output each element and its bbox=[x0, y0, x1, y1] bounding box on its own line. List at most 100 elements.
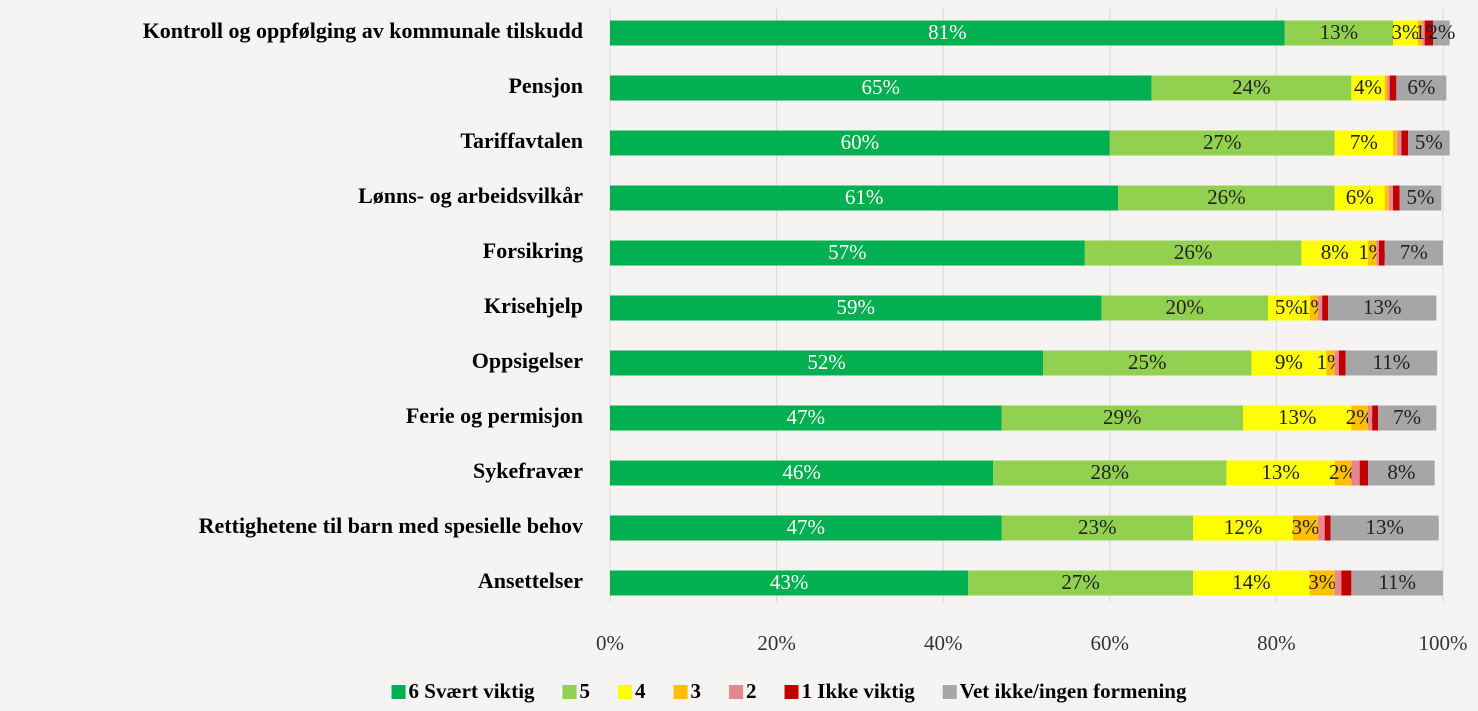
legend-label: 4 bbox=[635, 679, 646, 703]
bar-segment bbox=[1351, 75, 1385, 101]
value-label: 27% bbox=[1061, 570, 1100, 594]
bar-segment bbox=[1118, 185, 1335, 211]
bar-segment bbox=[1368, 460, 1435, 486]
bar-segment bbox=[610, 295, 1102, 321]
bar-segment bbox=[1368, 240, 1377, 266]
value-label: 4% bbox=[1354, 75, 1382, 99]
legend-label: 2 bbox=[746, 679, 757, 703]
value-label: 8% bbox=[1387, 460, 1415, 484]
bar-segment bbox=[1351, 570, 1443, 596]
bar-segment bbox=[1408, 130, 1450, 156]
legend-label: 5 bbox=[580, 679, 591, 703]
bar-segment bbox=[1359, 460, 1369, 486]
bar-segment bbox=[1338, 350, 1346, 376]
value-label: 26% bbox=[1207, 185, 1246, 209]
bar-segment bbox=[1334, 130, 1394, 156]
bar-segment bbox=[1043, 350, 1252, 376]
value-label: 59% bbox=[836, 295, 875, 319]
bar-segment bbox=[1326, 350, 1335, 376]
bar-segment bbox=[1324, 515, 1331, 541]
bar-segment bbox=[1334, 460, 1352, 486]
bar-segment bbox=[610, 130, 1110, 156]
bar-segment bbox=[1351, 460, 1360, 486]
bar-segment bbox=[610, 405, 1002, 431]
value-label: 29% bbox=[1103, 405, 1142, 429]
legend-label: Vet ikke/ingen formening bbox=[960, 679, 1187, 703]
legend-label: 6 Svært viktig bbox=[409, 679, 536, 703]
value-label: 28% bbox=[1091, 460, 1130, 484]
value-label: 52% bbox=[807, 350, 846, 374]
x-tick-label: 0% bbox=[596, 631, 624, 655]
bar-segment bbox=[968, 570, 1194, 596]
category-label: Lønns- og arbeidsvilkår bbox=[358, 183, 583, 208]
value-label: 13% bbox=[1320, 20, 1359, 44]
bar-segment bbox=[1251, 350, 1327, 376]
bar-segment bbox=[1084, 240, 1302, 266]
category-label: Ansettelser bbox=[478, 568, 583, 593]
bar-segment bbox=[1334, 185, 1385, 211]
bar-segment bbox=[1328, 295, 1437, 321]
x-tick-label: 40% bbox=[924, 631, 963, 655]
value-label: 57% bbox=[828, 240, 867, 264]
bar-segment bbox=[1387, 75, 1390, 101]
value-label: 13% bbox=[1278, 405, 1317, 429]
legend-swatch bbox=[618, 685, 633, 699]
value-label: 13% bbox=[1365, 515, 1404, 539]
bar-segment bbox=[1376, 240, 1379, 266]
bar-segment bbox=[1368, 405, 1373, 431]
bar-segment bbox=[610, 570, 969, 596]
value-label: 5% bbox=[1407, 185, 1435, 209]
legend-swatch bbox=[784, 685, 799, 699]
category-label: Krisehjelp bbox=[484, 293, 583, 318]
category-label: Rettighetene til barn med spesielle beho… bbox=[199, 513, 583, 538]
bar-segment bbox=[1001, 405, 1244, 431]
value-label: 81% bbox=[928, 20, 967, 44]
x-tick-label: 60% bbox=[1091, 631, 1130, 655]
value-label: 13% bbox=[1261, 460, 1300, 484]
value-label: 3% bbox=[1292, 515, 1320, 539]
bar-segment bbox=[1243, 405, 1352, 431]
bar-segment bbox=[1345, 350, 1438, 376]
value-label: 9% bbox=[1275, 350, 1303, 374]
value-label: 60% bbox=[841, 130, 880, 154]
bar-segment bbox=[1396, 75, 1447, 101]
bar-segment bbox=[610, 350, 1044, 376]
value-label: 11% bbox=[1378, 570, 1416, 594]
bar-segment bbox=[1401, 130, 1409, 156]
value-label: 61% bbox=[845, 185, 884, 209]
bar-segment bbox=[1389, 75, 1397, 101]
x-tick-label: 20% bbox=[757, 631, 796, 655]
bar-segment bbox=[610, 515, 1002, 541]
bar-segment bbox=[1193, 570, 1310, 596]
value-label: 7% bbox=[1393, 405, 1421, 429]
bar-segment bbox=[1341, 570, 1352, 596]
value-label: 11% bbox=[1372, 350, 1410, 374]
value-label: 6% bbox=[1346, 185, 1374, 209]
bar-segment bbox=[1193, 515, 1294, 541]
value-label: 5% bbox=[1275, 295, 1303, 319]
bar-segment bbox=[1433, 20, 1450, 46]
value-label: 3% bbox=[1308, 570, 1336, 594]
value-label: 7% bbox=[1350, 130, 1378, 154]
x-tick-label: 80% bbox=[1257, 631, 1296, 655]
value-label: 24% bbox=[1232, 75, 1271, 99]
bar-segment bbox=[1001, 515, 1194, 541]
bar-segment bbox=[1322, 295, 1329, 321]
bar-segment bbox=[1424, 20, 1434, 46]
bar-segment bbox=[1318, 295, 1323, 321]
value-label: 6% bbox=[1407, 75, 1435, 99]
category-label: Tariffavtalen bbox=[460, 128, 583, 153]
value-label: 12% bbox=[1224, 515, 1263, 539]
bar-segment bbox=[993, 460, 1227, 486]
bar-segment bbox=[610, 185, 1119, 211]
bar-segment bbox=[1393, 185, 1400, 211]
bar-segment bbox=[1384, 240, 1443, 266]
legend-swatch bbox=[942, 685, 957, 699]
bar-segment bbox=[1334, 570, 1342, 596]
bar-segment bbox=[1372, 405, 1379, 431]
bar-segment bbox=[1109, 130, 1335, 156]
value-label: 43% bbox=[770, 570, 809, 594]
category-label: Forsikring bbox=[483, 238, 583, 263]
bar-segment bbox=[1330, 515, 1439, 541]
bar-segment bbox=[1309, 295, 1319, 321]
